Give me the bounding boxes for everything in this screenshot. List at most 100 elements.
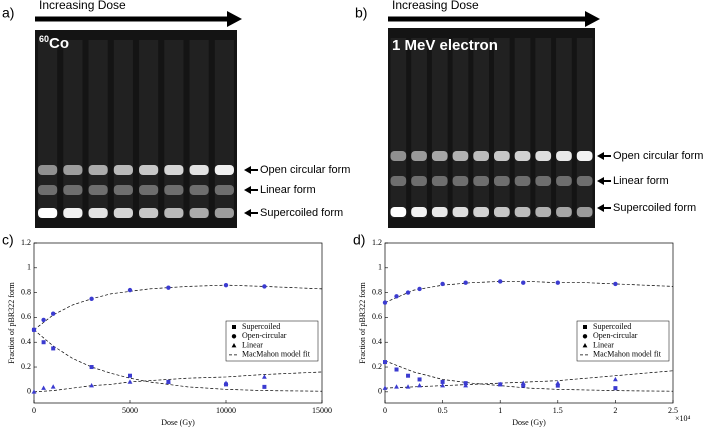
point <box>262 284 267 289</box>
y-tick-label: 1 <box>378 263 382 272</box>
point <box>497 381 503 387</box>
gel-band <box>189 165 209 175</box>
point <box>405 290 411 295</box>
point <box>555 380 561 385</box>
fit-curve <box>384 281 674 303</box>
form-label: Supercoiled form <box>260 207 343 219</box>
x-tick-label: 2.5 <box>668 406 678 415</box>
y-tick-label: 0.4 <box>372 337 382 346</box>
gel-band <box>63 185 83 195</box>
legend-label: Open-circular <box>242 331 287 340</box>
gel-band <box>411 151 427 161</box>
point <box>31 389 37 394</box>
legend-marker <box>231 343 237 348</box>
gel-band <box>473 176 490 186</box>
gel-band <box>514 151 531 161</box>
gel-band <box>576 176 593 186</box>
gel-band <box>556 207 572 217</box>
point <box>463 383 469 388</box>
point <box>128 373 132 378</box>
gel-lane <box>431 38 448 218</box>
legend-marker <box>582 343 588 348</box>
gel-band <box>189 208 209 218</box>
gel-band <box>431 176 448 186</box>
point <box>555 280 560 285</box>
x-tick-label: 0 <box>32 406 36 415</box>
gel-band <box>139 165 159 175</box>
x-tick-label: 0.5 <box>438 406 448 415</box>
point <box>463 280 468 285</box>
point <box>89 365 94 370</box>
gel-band <box>113 185 133 195</box>
gel-band <box>493 176 510 186</box>
source-sup: 60 <box>39 34 49 44</box>
legend-marker <box>583 325 587 329</box>
y-tick-label: 0.6 <box>21 312 31 321</box>
point <box>41 317 46 323</box>
gel-band <box>411 176 427 186</box>
x-tick-label: 1 <box>498 406 502 415</box>
form-label: Linear form <box>613 175 669 187</box>
gel-band <box>38 165 58 175</box>
gel-band <box>214 165 234 175</box>
point <box>382 385 388 390</box>
form-label: Supercoiled form <box>613 202 696 214</box>
y-axis-label: Fraction of pBR322 form <box>7 281 16 363</box>
dose-arrowhead <box>585 11 600 27</box>
gel-band <box>113 165 133 175</box>
y-tick-label: 0.8 <box>21 287 31 296</box>
x-tick-label: 0 <box>383 406 387 415</box>
legend-label: MacMahon model fit <box>593 350 662 359</box>
gel-band <box>390 176 407 186</box>
x-tick-label: 15000 <box>312 406 332 415</box>
legend-label: MacMahon model fit <box>242 350 311 359</box>
gel-band <box>63 208 83 218</box>
point <box>498 279 503 284</box>
gel-band <box>452 176 469 186</box>
point <box>417 377 422 382</box>
point <box>417 383 422 388</box>
point <box>262 384 267 389</box>
point <box>89 383 94 388</box>
panel-label: d) <box>353 232 365 248</box>
form-label: Open circular form <box>613 150 703 162</box>
point <box>31 327 37 333</box>
gel-band <box>139 208 159 218</box>
gel-band <box>164 208 184 218</box>
gel-band <box>164 185 184 195</box>
gel-band <box>214 208 234 218</box>
point <box>51 311 56 316</box>
source-name: 1 MeV electron <box>392 37 498 54</box>
gel-band <box>113 208 133 218</box>
gel-band <box>535 207 552 217</box>
legend-label: Open-circular <box>593 331 638 340</box>
legend-label: Supercoiled <box>593 322 631 331</box>
point <box>223 282 229 288</box>
x-tick-label: 5000 <box>122 406 138 415</box>
gel-lane <box>576 38 593 218</box>
x-axis-label: Dose (Gy) <box>512 418 546 427</box>
form-arrowhead <box>597 152 604 160</box>
fit-curve <box>33 329 323 392</box>
gel-band <box>493 151 510 161</box>
point <box>440 379 445 384</box>
gel-band <box>189 185 209 195</box>
point <box>51 346 56 351</box>
gel-band <box>556 176 572 186</box>
point <box>521 383 526 388</box>
y-tick-label: 1.2 <box>372 238 382 247</box>
x-tick-label: 10000 <box>216 406 236 415</box>
gel-lane <box>556 38 572 218</box>
gel-band <box>514 207 531 217</box>
y-tick-label: 0 <box>27 387 31 396</box>
y-tick-label: 0.2 <box>372 362 382 371</box>
point <box>440 383 445 388</box>
gel-band <box>214 185 234 195</box>
x-tick-label: 2 <box>613 406 617 415</box>
legend-marker <box>231 334 237 339</box>
legend-box <box>225 320 319 362</box>
legend-marker <box>232 325 236 329</box>
point <box>89 296 94 302</box>
form-arrowhead <box>597 177 604 185</box>
form-arrowhead <box>244 186 251 194</box>
